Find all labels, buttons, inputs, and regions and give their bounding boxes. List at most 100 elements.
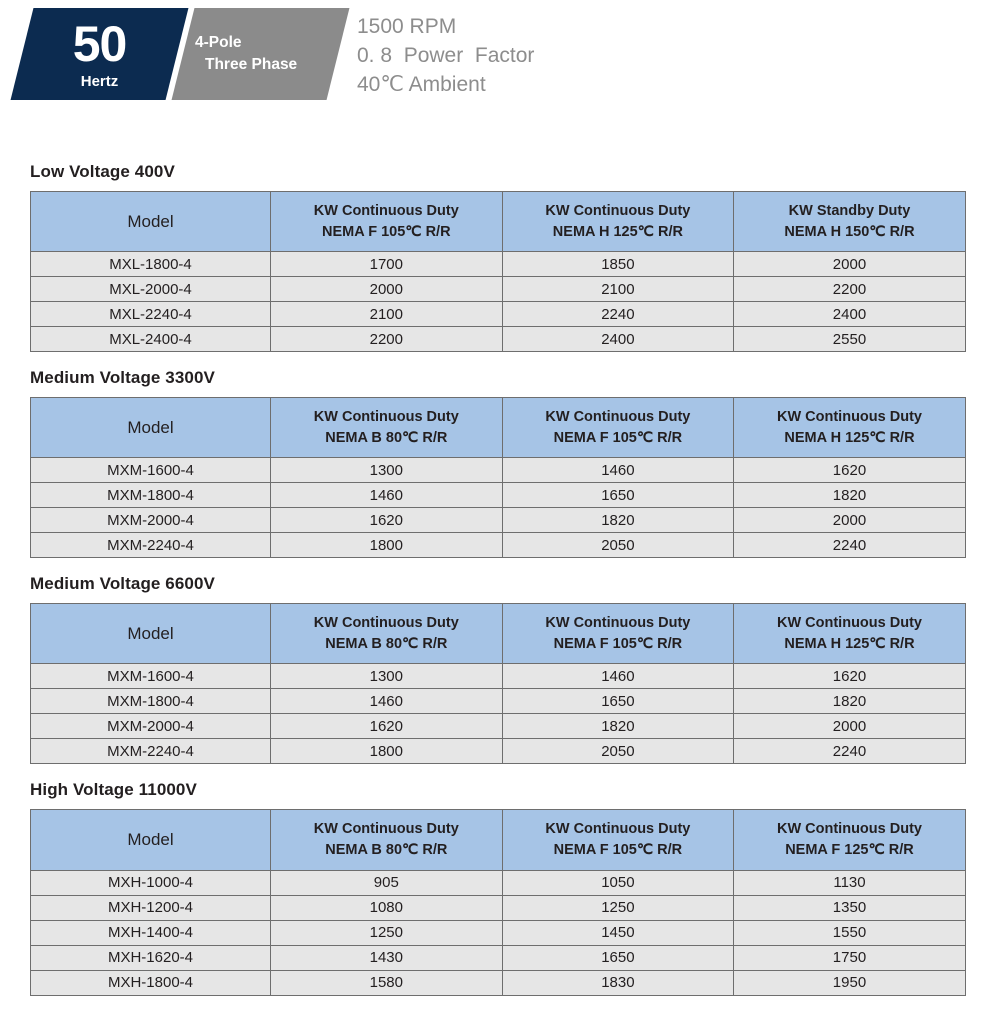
cell-model: MXM-1600-4 [30,663,271,690]
cell-value: 1620 [270,507,503,534]
cell-value: 1800 [270,738,503,765]
cell-value: 1620 [733,457,966,484]
column-header-duty-3: KW Standby Duty NEMA H 150℃ R/R [733,190,966,253]
section-medium-voltage-6600v: Medium Voltage 6600V Model KW Continuous… [0,560,985,765]
column-header-duty-1: KW Continuous Duty NEMA B 80℃ R/R [270,397,503,459]
cell-model: MXL-1800-4 [30,251,271,278]
cell-value: 1450 [501,919,735,946]
cell-value: 2240 [733,738,966,765]
table-row: MXM-2000-4 1620 1820 2000 [30,507,966,534]
cell-value: 2400 [501,326,735,353]
section-title: High Voltage 11000V [30,780,197,800]
section-title: Low Voltage 400V [30,162,175,181]
pole-badge: 4-Pole Three Phase [183,8,338,100]
section-low-voltage-400v: Low Voltage 400V Model KW Continuous Dut… [0,112,985,353]
cell-value: 1830 [501,969,735,996]
cell-model: MXM-1800-4 [30,482,271,509]
cell-model: MXM-1600-4 [30,457,271,484]
cell-model: MXH-1620-4 [30,944,271,971]
cell-value: 1700 [270,251,503,278]
section-high-voltage-11000v: High Voltage 11000V Model KW Continuous … [0,766,985,996]
phase-label: Three Phase [205,56,298,73]
cell-value: 1620 [733,663,966,690]
table-row: MXL-2400-4 2200 2400 2550 [30,326,966,353]
table-row: MXL-1800-4 1700 1850 2000 [30,251,966,278]
spec-table-high-voltage-11000v: Model KW Continuous Duty NEMA B 80℃ R/R … [30,809,966,996]
cell-value: 2000 [733,507,966,534]
cell-value: 1950 [733,969,966,996]
cell-model: MXM-2240-4 [30,738,271,765]
column-header-duty-2: KW Continuous Duty NEMA F 105℃ R/R [501,809,735,871]
cell-value: 1820 [501,507,735,534]
column-header-duty-1: KW Continuous Duty NEMA F 105℃ R/R [270,190,503,253]
spec-table-low-voltage-400v: Model KW Continuous Duty NEMA F 105℃ R/R… [30,190,966,353]
table-row: MXH-1200-4 1080 1250 1350 [30,894,966,921]
cell-value: 1580 [270,969,503,996]
cell-value: 2000 [733,251,966,278]
table-row: MXM-2240-4 1800 2050 2240 [30,738,966,765]
table-row: MXH-1800-4 1580 1830 1950 [30,969,966,996]
column-header-duty-2: KW Continuous Duty NEMA F 105℃ R/R [501,603,735,665]
table-row: MXH-1620-4 1430 1650 1750 [30,944,966,971]
cell-model: MXH-1200-4 [30,894,271,921]
cell-value: 2200 [733,276,966,303]
frequency-unit: Hertz [80,73,119,90]
cell-model: MXL-2240-4 [30,301,271,328]
cell-value: 1050 [501,869,735,896]
column-header-model: Model [30,603,271,665]
cell-model: MXM-1800-4 [30,688,271,715]
cell-value: 1460 [501,457,735,484]
cell-value: 1300 [270,663,503,690]
table-row: MXM-1800-4 1460 1650 1820 [30,688,966,715]
cell-value: 1460 [270,688,503,715]
cell-value: 2100 [501,276,735,303]
table-header-row: Model KW Continuous Duty NEMA B 80℃ R/R … [30,809,966,871]
cell-value: 1430 [270,944,503,971]
frequency-badge: 50 Hertz [22,8,177,100]
cell-value: 2400 [733,301,966,328]
cell-model: MXL-2000-4 [30,276,271,303]
column-header-model: Model [30,809,271,871]
cell-value: 1300 [270,457,503,484]
table-header-row: Model KW Continuous Duty NEMA B 80℃ R/R … [30,397,966,459]
table-row: MXM-1800-4 1460 1650 1820 [30,482,966,509]
cell-value: 1750 [733,944,966,971]
cell-value: 1130 [733,869,966,896]
section-medium-voltage-3300v: Medium Voltage 3300V Model KW Continuous… [0,354,985,559]
cell-model: MXL-2400-4 [30,326,271,353]
column-header-duty-2: KW Continuous Duty NEMA F 105℃ R/R [501,397,735,459]
table-row: MXH-1000-4 905 1050 1130 [30,869,966,896]
cell-value: 1250 [501,894,735,921]
cell-model: MXH-1000-4 [30,869,271,896]
column-header-duty-3: KW Continuous Duty NEMA H 125℃ R/R [733,397,966,459]
cell-value: 2050 [501,532,735,559]
table-header-row: Model KW Continuous Duty NEMA F 105℃ R/R… [30,190,966,253]
tables-container: Low Voltage 400V Model KW Continuous Dut… [0,112,985,998]
cell-value: 2000 [733,713,966,740]
cell-value: 1820 [733,482,966,509]
table-header-row: Model KW Continuous Duty NEMA B 80℃ R/R … [30,603,966,665]
cell-value: 1850 [501,251,735,278]
cell-model: MXM-2240-4 [30,532,271,559]
table-row: MXM-2240-4 1800 2050 2240 [30,532,966,559]
cell-value: 1650 [501,482,735,509]
table-row: MXL-2000-4 2000 2100 2200 [30,276,966,303]
cell-model: MXH-1800-4 [30,969,271,996]
column-header-duty-2: KW Continuous Duty NEMA H 125℃ R/R [501,190,735,253]
cell-value: 2240 [501,301,735,328]
cell-value: 1820 [733,688,966,715]
table-row: MXM-1600-4 1300 1460 1620 [30,663,966,690]
table-row: MXL-2240-4 2100 2240 2400 [30,301,966,328]
header-banner: 50 Hertz 4-Pole Three Phase 1500 RPM 0. … [0,0,985,112]
table-row: MXH-1400-4 1250 1450 1550 [30,919,966,946]
cell-model: MXM-2000-4 [30,507,271,534]
section-title: Medium Voltage 3300V [30,368,215,388]
cell-value: 1460 [270,482,503,509]
frequency-number: 50 [72,16,128,72]
column-header-model: Model [30,190,271,253]
column-header-duty-1: KW Continuous Duty NEMA B 80℃ R/R [270,603,503,665]
section-title: Medium Voltage 6600V [30,574,215,594]
cell-value: 1820 [501,713,735,740]
cell-value: 1350 [733,894,966,921]
cell-value: 1620 [270,713,503,740]
